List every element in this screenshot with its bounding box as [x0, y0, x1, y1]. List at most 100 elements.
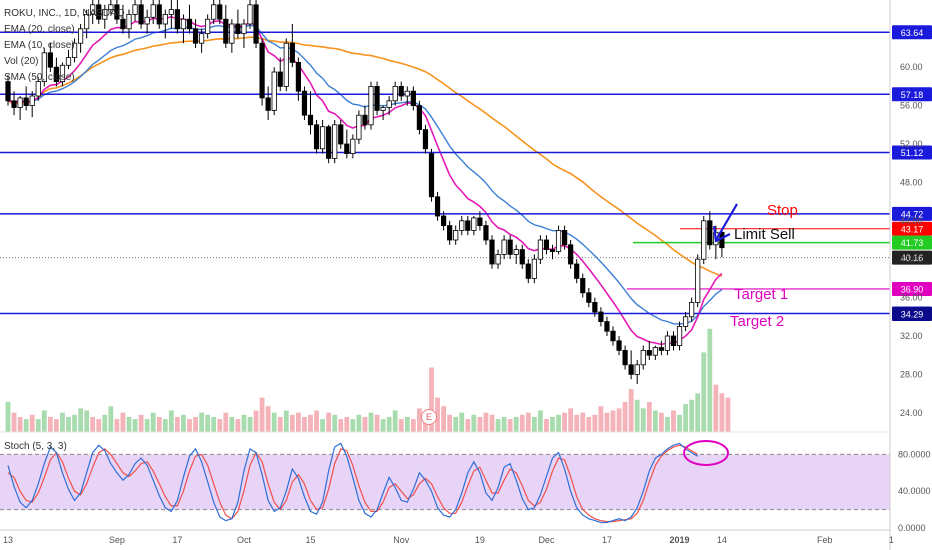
volume-bar — [362, 416, 368, 432]
volume-bar — [108, 406, 114, 432]
volume-bar — [501, 416, 507, 432]
stoch-band — [0, 454, 890, 510]
volume-bar — [41, 410, 47, 432]
stoch-tick-label: 0.0000 — [898, 523, 926, 533]
level-price-tag — [892, 145, 932, 160]
x-tick-label: Dec — [538, 535, 555, 545]
volume-bar — [374, 414, 380, 432]
volume-bar — [144, 419, 150, 432]
volume-bar — [689, 399, 695, 432]
candle-body — [29, 95, 35, 107]
candle-body — [707, 220, 713, 246]
x-tick-label: 17 — [172, 535, 182, 545]
candle-body — [519, 249, 525, 265]
candle-body — [41, 52, 47, 82]
x-tick-label: Nov — [393, 535, 410, 545]
candle-body — [658, 347, 665, 351]
level-price-label: 40.16 — [901, 253, 924, 263]
candle-body — [610, 330, 616, 342]
level-price-label: 34.29 — [901, 310, 924, 320]
candle-body — [313, 124, 320, 150]
candle-body — [217, 4, 223, 20]
candle-body — [277, 71, 283, 87]
volume-bar — [592, 414, 598, 432]
volume-bar — [235, 419, 241, 432]
candle-body — [568, 244, 574, 265]
candle-body — [489, 239, 495, 265]
volume-bar — [54, 419, 59, 432]
candle-body — [5, 81, 11, 102]
candle-body — [410, 90, 416, 106]
candle-body — [683, 316, 689, 327]
volume-bar — [634, 399, 640, 432]
volume-bar — [72, 414, 77, 432]
candle-body — [150, 4, 156, 18]
candle-body — [192, 28, 199, 44]
volume-bar — [507, 419, 513, 432]
candle-body — [628, 364, 634, 375]
candle-body — [307, 114, 314, 126]
earnings-marker-icon[interactable]: E — [421, 409, 437, 425]
candle-body — [695, 258, 701, 303]
candle-body — [84, 13, 90, 30]
candle-body — [247, 4, 253, 25]
candle-body — [295, 62, 302, 92]
candle-body — [670, 335, 677, 347]
x-tick-label: 19 — [475, 535, 485, 545]
candle-body — [604, 321, 610, 332]
candle-body — [386, 100, 392, 108]
limit-sell-annotation: Limit Sell — [734, 226, 795, 243]
level-price-tag — [892, 206, 932, 221]
volume-bar — [283, 410, 289, 432]
x-tick-label: 15 — [305, 535, 315, 545]
volume-bar — [344, 416, 350, 432]
candle-body — [549, 249, 556, 252]
legend-vol: Vol (20) — [4, 56, 39, 67]
candle-body — [513, 249, 519, 255]
volume-bar — [556, 414, 561, 432]
volume-bar — [114, 419, 120, 432]
target-1-annotation: Target 1 — [734, 286, 789, 303]
candle-body — [108, 4, 114, 10]
volume-bar — [519, 414, 525, 432]
volume-bar — [538, 410, 543, 432]
candle-body — [525, 263, 531, 279]
level-price-label: 63.64 — [901, 28, 924, 38]
stoch-highlight-circle — [683, 440, 729, 466]
y-tick-label: 48.00 — [900, 177, 923, 187]
volume-bar — [695, 393, 701, 432]
volume-bar — [23, 419, 29, 432]
candle-body — [416, 105, 423, 130]
candle-body — [392, 86, 398, 102]
candle-body — [477, 217, 483, 226]
volume-bar — [562, 412, 567, 432]
volume-bar — [671, 410, 676, 432]
volume-bar — [308, 414, 313, 432]
candle-body — [35, 81, 41, 97]
y-tick-label: 32.00 — [900, 331, 923, 341]
volume-bar — [66, 416, 71, 432]
level-price-label: 51.12 — [901, 148, 924, 158]
volume-bar — [665, 416, 670, 432]
volume-bar — [29, 414, 35, 432]
volume-bar — [11, 412, 17, 432]
candle-body — [664, 335, 671, 351]
candle-body — [459, 220, 465, 231]
volume-bar — [102, 414, 108, 432]
candle-body — [11, 100, 17, 108]
candle-body — [180, 18, 187, 30]
candle-body — [17, 97, 23, 108]
candle-body — [253, 4, 259, 44]
arrow-icon — [715, 203, 738, 241]
candle-body — [350, 138, 356, 154]
candle-body — [447, 225, 453, 241]
volume-bar — [17, 416, 23, 432]
volume-bar — [392, 410, 398, 432]
stoch-tick-label: 40.0000 — [898, 486, 931, 496]
volume-bar — [677, 414, 682, 432]
candle-body — [398, 86, 404, 97]
candle-body — [326, 126, 332, 159]
candle-body — [422, 129, 429, 150]
volume-bar — [289, 414, 295, 432]
